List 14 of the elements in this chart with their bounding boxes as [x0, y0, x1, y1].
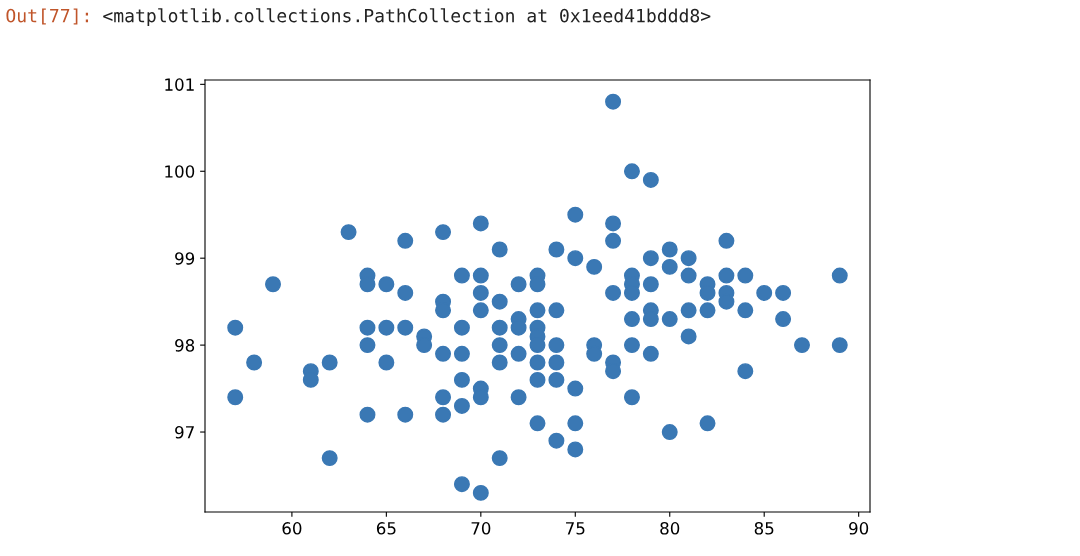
y-tick-label: 98	[175, 339, 195, 352]
x-tick-label: 60	[282, 522, 302, 535]
x-tick-label: 75	[566, 522, 585, 535]
x-tick-label: 90	[849, 522, 869, 535]
x-tick-label: 70	[471, 522, 491, 535]
y-tick-label: 97	[175, 425, 194, 439]
y-tick-label: 101	[165, 78, 194, 91]
x-tick-label: 65	[376, 522, 396, 535]
y-tick-label: 99	[175, 252, 195, 265]
x-tick-label: 85	[754, 522, 774, 535]
text: <matplotlib.collections.PathCollection at 0x1eed41bddd8>	[103, 8, 711, 26]
y-tick-label: 100	[165, 165, 195, 178]
text: Out[77]:	[6, 8, 89, 25]
x-tick-label: 80	[660, 522, 680, 535]
